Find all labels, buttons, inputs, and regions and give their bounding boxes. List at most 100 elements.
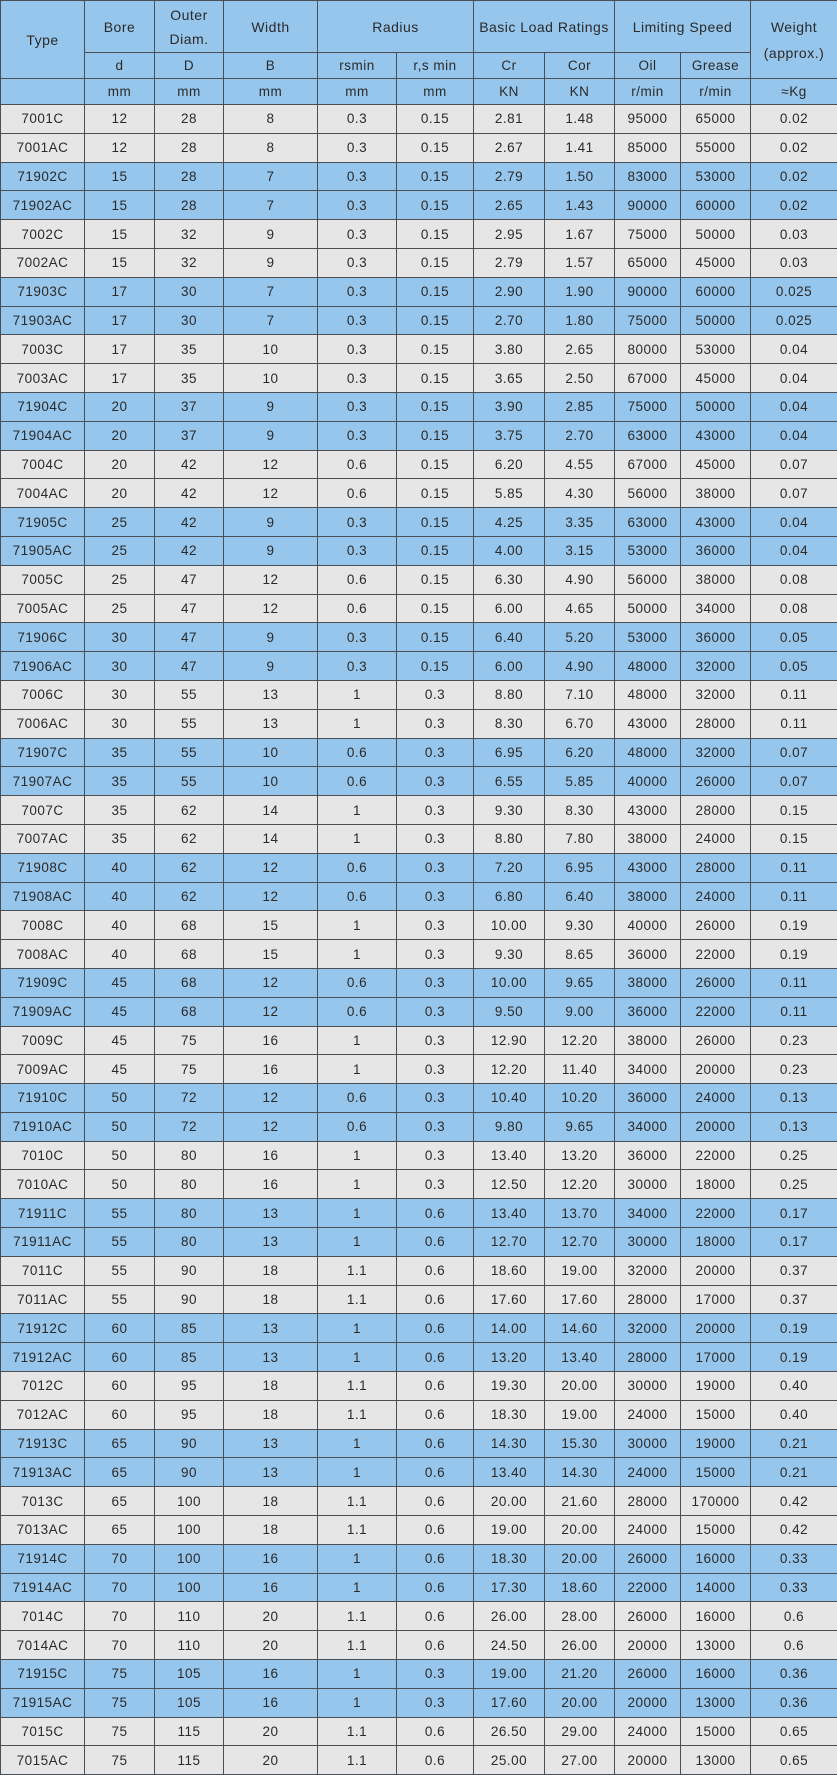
cell-r1smin: 0.15 — [396, 276, 474, 307]
cell-type: 7015C — [0, 1716, 85, 1747]
cell-oil-speed: 28000 — [614, 1342, 682, 1373]
cell-bore: 70 — [84, 1630, 155, 1661]
cell-cor: 7.10 — [543, 679, 616, 710]
cell-r1smin: 0.6 — [396, 1227, 474, 1257]
cell-rsmin: 0.3 — [317, 104, 397, 134]
cell-cr: 2.90 — [473, 276, 545, 307]
cell-bore: 55 — [84, 1284, 155, 1315]
cell-cor: 20.00 — [543, 1371, 616, 1401]
cell-width: 7 — [223, 305, 318, 336]
table-row: 71905C 25 42 9 0.3 0.15 4.25 3.35 63000 43000 0.04 — [0, 507, 837, 537]
cell-r1smin: 0.6 — [396, 1371, 474, 1401]
cell-cr: 17.60 — [473, 1687, 545, 1718]
cell-cor: 1.50 — [543, 161, 616, 192]
cell-cr: 10.00 — [473, 967, 545, 998]
table-row: 7006AC 30 55 13 1 0.3 8.30 6.70 43000 28000 0.11 — [0, 708, 837, 739]
header-width: Width — [223, 0, 318, 53]
cell-width: 12 — [223, 449, 318, 480]
cell-bore: 50 — [84, 1169, 155, 1200]
cell-weight: 0.13 — [750, 1083, 837, 1113]
cell-r1smin: 0.15 — [396, 132, 474, 163]
cell-grease-speed: 28000 — [680, 852, 752, 883]
cell-bore: 35 — [84, 823, 155, 854]
cell-grease-speed: 26000 — [680, 967, 752, 998]
table-row: 71909C 45 68 12 0.6 0.3 10.00 9.65 38000 26000 0.1… — [0, 967, 837, 998]
cell-cor: 4.30 — [543, 478, 616, 509]
cell-cr: 9.80 — [473, 1111, 545, 1142]
cell-type: 7004AC — [0, 478, 85, 509]
cell-width: 9 — [223, 420, 318, 451]
cell-outer-diam: 37 — [154, 391, 224, 422]
cell-oil-speed: 56000 — [614, 478, 682, 509]
table-row: 71913C 65 90 13 1 0.6 14.30 15.30 30000 19000 0.21 — [0, 1428, 837, 1459]
cell-width: 9 — [223, 535, 318, 566]
cell-rsmin: 1 — [317, 1457, 397, 1488]
cell-cor: 13.20 — [543, 1140, 616, 1171]
cell-type: 7004C — [0, 449, 85, 480]
cell-bore: 25 — [84, 564, 155, 595]
cell-bore: 30 — [84, 651, 155, 681]
cell-width: 10 — [223, 766, 318, 797]
cell-r1smin: 0.3 — [396, 852, 474, 883]
cell-rsmin: 0.6 — [317, 967, 397, 998]
cell-weight: 0.04 — [750, 391, 837, 422]
cell-cr: 20.00 — [473, 1486, 545, 1517]
cell-oil-speed: 38000 — [614, 967, 682, 998]
cell-cr: 2.70 — [473, 305, 545, 336]
cell-type: 7013C — [0, 1486, 85, 1517]
cell-r1smin: 0.15 — [396, 593, 474, 624]
cell-rsmin: 1 — [317, 1543, 397, 1574]
cell-grease-speed: 20000 — [680, 1111, 752, 1142]
table-row: 7008C 40 68 15 1 0.3 10.00 9.30 40000 26000 0.19 — [0, 910, 837, 941]
cell-cor: 11.40 — [543, 1054, 616, 1085]
cell-outer-diam: 80 — [154, 1140, 224, 1171]
cell-weight: 0.02 — [750, 190, 837, 221]
cell-r1smin: 0.6 — [396, 1284, 474, 1315]
cell-r1smin: 0.6 — [396, 1313, 474, 1344]
cell-oil-speed: 38000 — [614, 823, 682, 854]
cell-oil-speed: 40000 — [614, 910, 682, 941]
cell-outer-diam: 80 — [154, 1169, 224, 1200]
cell-bore: 25 — [84, 593, 155, 624]
cell-grease-speed: 28000 — [680, 708, 752, 739]
cell-rsmin: 0.3 — [317, 276, 397, 307]
cell-cr: 12.20 — [473, 1054, 545, 1085]
cell-cor: 8.65 — [543, 939, 616, 969]
table-row: 7005AC 25 47 12 0.6 0.15 6.00 4.65 50000 34000 0.0… — [0, 593, 837, 624]
table-row: 71907AC 35 55 10 0.6 0.3 6.55 5.85 40000 26000 0.0… — [0, 766, 837, 797]
table-row: 7012C 60 95 18 1.1 0.6 19.30 20.00 30000 19000 0.4… — [0, 1371, 837, 1401]
cell-oil-speed: 34000 — [614, 1054, 682, 1085]
cell-grease-speed: 18000 — [680, 1169, 752, 1200]
cell-oil-speed: 75000 — [614, 219, 682, 249]
cell-r1smin: 0.3 — [396, 1111, 474, 1142]
cell-type: 71903AC — [0, 305, 85, 336]
cell-bore: 60 — [84, 1342, 155, 1373]
cell-r1smin: 0.15 — [396, 651, 474, 681]
table-row: 7009C 45 75 16 1 0.3 12.90 12.20 38000 26000 0.23 — [0, 1025, 837, 1056]
cell-cor: 14.60 — [543, 1313, 616, 1344]
cell-r1smin: 0.3 — [396, 1083, 474, 1113]
cell-type: 7012AC — [0, 1399, 85, 1430]
cell-cr: 10.00 — [473, 910, 545, 941]
cell-r1smin: 0.6 — [396, 1342, 474, 1373]
cell-bore: 75 — [84, 1687, 155, 1718]
table-row: 71902C 15 28 7 0.3 0.15 2.79 1.50 83000 53000 0.02 — [0, 161, 837, 192]
cell-type: 71912C — [0, 1313, 85, 1344]
unit-oil: r/min — [614, 78, 682, 105]
cell-weight: 0.19 — [750, 1313, 837, 1344]
cell-bore: 20 — [84, 420, 155, 451]
table-row: 7002AC 15 32 9 0.3 0.15 2.79 1.57 65000 45000 0.03 — [0, 247, 837, 278]
cell-oil-speed: 36000 — [614, 996, 682, 1027]
cell-rsmin: 1 — [317, 1342, 397, 1373]
table-row: 71909AC 45 68 12 0.6 0.3 9.50 9.00 36000 22000 0.1… — [0, 996, 837, 1027]
table-row: 7002C 15 32 9 0.3 0.15 2.95 1.67 75000 50000 0.03 — [0, 219, 837, 249]
cell-oil-speed: 24000 — [614, 1716, 682, 1747]
cell-outer-diam: 28 — [154, 161, 224, 192]
cell-width: 20 — [223, 1601, 318, 1632]
cell-outer-diam: 32 — [154, 247, 224, 278]
cell-weight: 0.11 — [750, 881, 837, 912]
cell-weight: 0.025 — [750, 305, 837, 336]
cell-cr: 3.65 — [473, 363, 545, 393]
cell-weight: 0.11 — [750, 852, 837, 883]
cell-rsmin: 1.1 — [317, 1745, 397, 1775]
